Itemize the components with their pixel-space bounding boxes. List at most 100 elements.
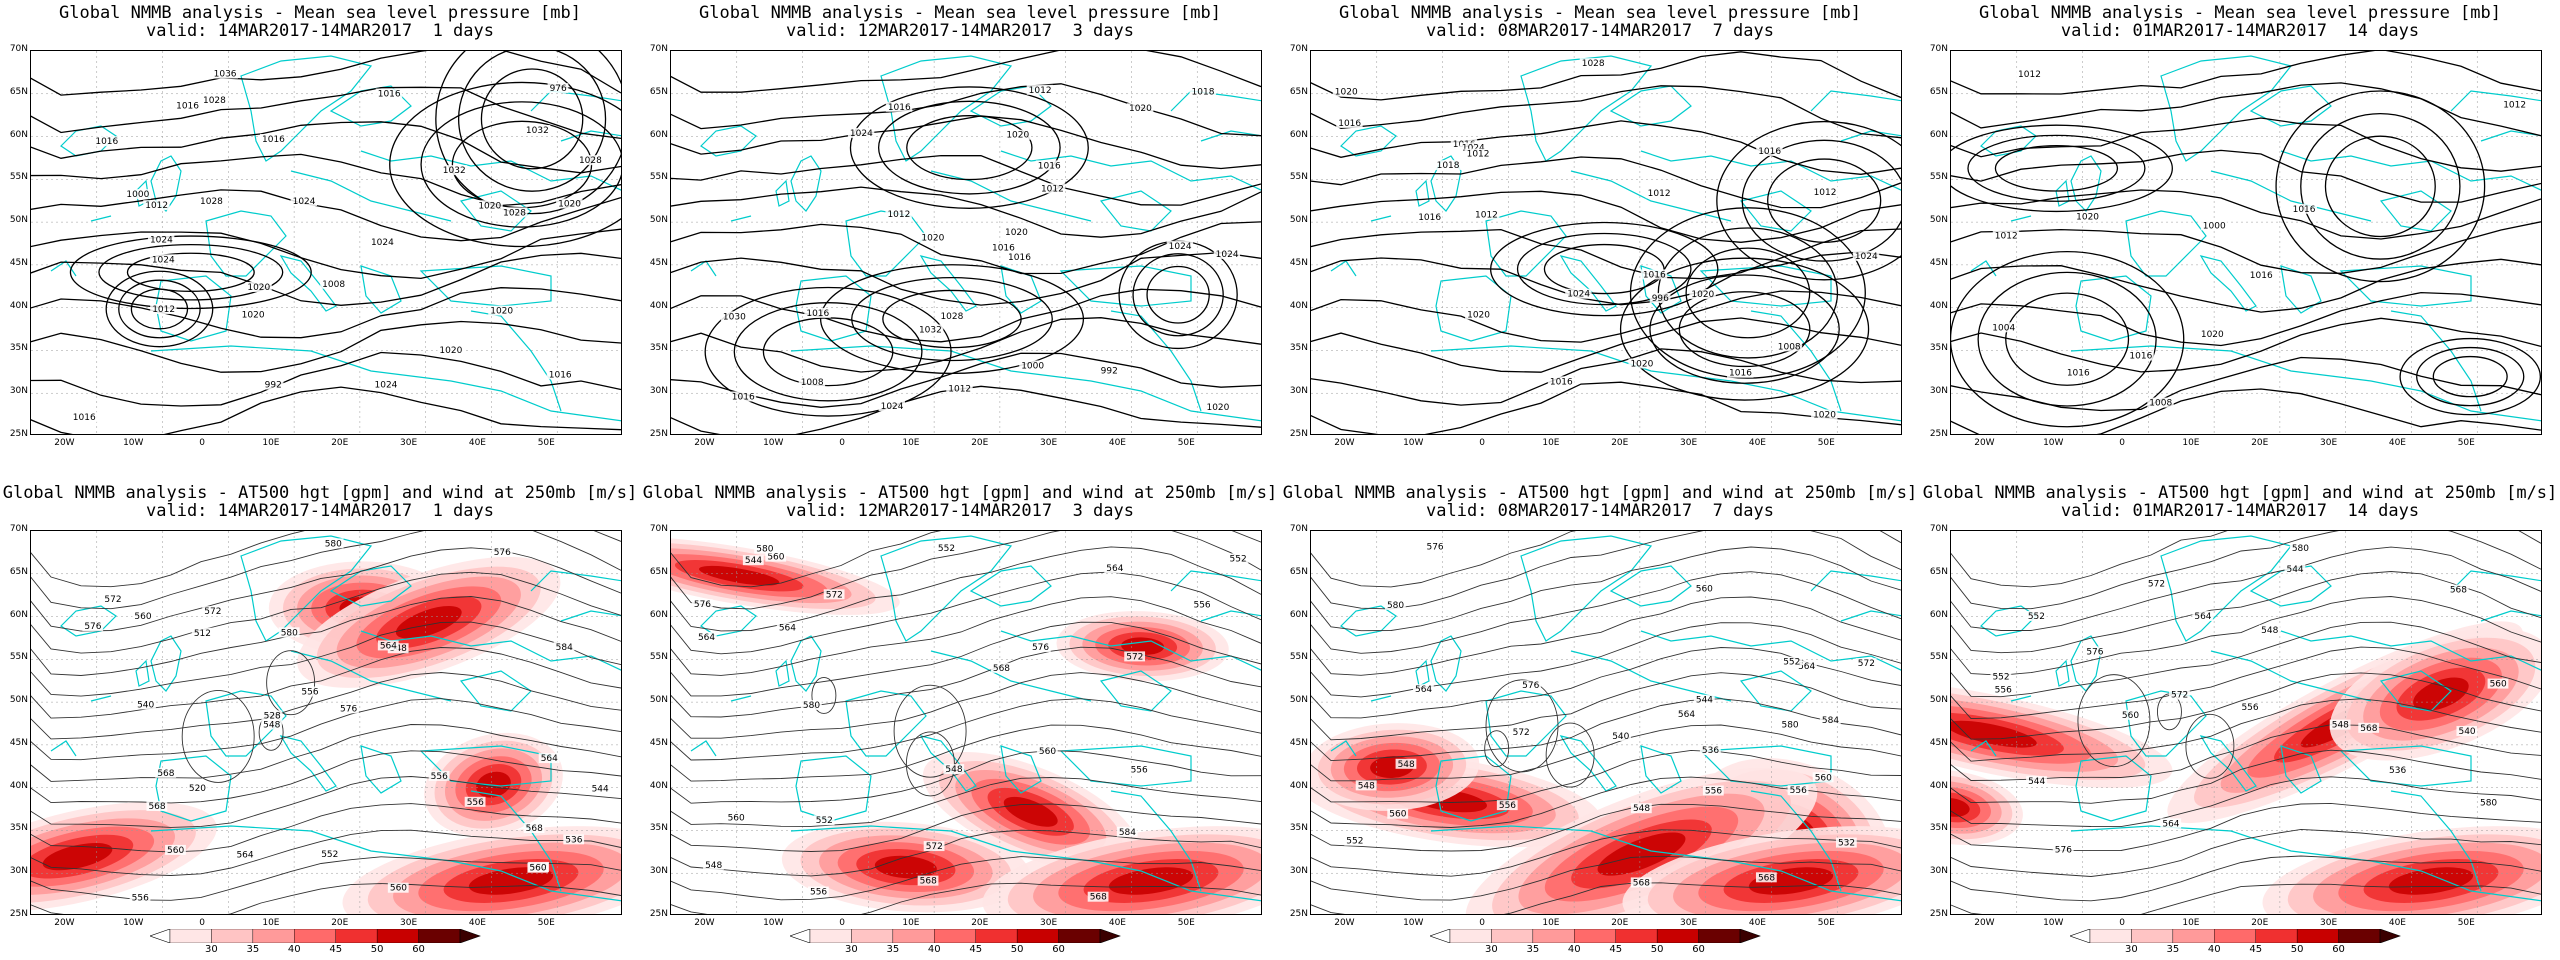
coastline xyxy=(205,690,287,757)
contour-label: 1000 xyxy=(2203,221,2226,231)
wind-speed-shading xyxy=(874,855,937,879)
contour-line xyxy=(671,672,1261,739)
latitude-tick: 25N xyxy=(1929,429,1948,439)
contour-line xyxy=(31,531,621,588)
contour-line xyxy=(2275,90,2486,283)
contour-label: 1028 xyxy=(579,156,602,166)
coastline xyxy=(1170,570,1261,592)
map-panel-2: Global NMMB analysis - Mean sea level pr… xyxy=(640,0,1280,480)
latitude-tick: 40N xyxy=(1289,300,1308,311)
longitude-tick: 50E xyxy=(537,918,555,928)
contour-line xyxy=(1311,855,1901,901)
panel-title: Global NMMB analysis - Mean sea level pr… xyxy=(699,3,1221,23)
contour-label: 572 xyxy=(1858,659,1875,669)
geopotential-map: 536 540 544 548 552 556 560 564 568 572 576 580 544 5… xyxy=(1950,530,2542,915)
contour-label: 544 xyxy=(2286,565,2303,575)
contour-line xyxy=(2324,135,2436,238)
longitude-tick: 20E xyxy=(2251,918,2269,928)
contour-line xyxy=(671,531,1261,610)
contour-label: 548 xyxy=(705,861,722,871)
contour-label: 548 xyxy=(2261,626,2278,636)
coastline xyxy=(1485,210,1567,277)
longitude-tick: 50E xyxy=(537,438,555,448)
wind-speed-shading xyxy=(1003,796,1058,827)
contour-label: 556 xyxy=(431,772,448,782)
contour-label: 552 xyxy=(938,544,955,554)
coastline xyxy=(1200,130,1261,142)
latitude-tick: 55N xyxy=(1289,172,1308,183)
contour-line xyxy=(31,287,621,339)
coastline xyxy=(2199,255,2257,312)
contour-label: 1012 xyxy=(1029,86,1052,96)
contour-label: 576 xyxy=(2055,845,2072,855)
contour-label: 1000 xyxy=(126,190,149,200)
contour-label: 556 xyxy=(467,798,484,808)
map-canvas: 1000 1004 1008 1012 1016 1012 1016 1020 1016 1012… xyxy=(1951,51,2541,434)
contour-label: 1020 xyxy=(1129,104,1152,114)
colorbar-swatch xyxy=(975,928,1018,944)
panel-valid-line: valid: 01MAR2017-14MAR2017 14 days xyxy=(2060,21,2420,41)
map-panel-8: Global NMMB analysis - AT500 hgt [gpm] a… xyxy=(1920,480,2560,960)
wind-colorbar xyxy=(1429,928,1770,947)
contour-line xyxy=(1951,51,2541,95)
contour-label: 540 xyxy=(1612,732,1629,742)
contour-line xyxy=(1132,253,1224,337)
contour-line xyxy=(1311,724,1901,782)
coastline xyxy=(2339,745,2472,787)
contour-line xyxy=(1311,51,1901,101)
coastline xyxy=(930,170,1092,222)
coastline xyxy=(560,130,621,142)
contour-label: 1024 xyxy=(1567,290,1590,300)
contour-label: 1020 xyxy=(247,283,270,293)
longitude-tick: 50E xyxy=(2457,438,2475,448)
coastline xyxy=(2450,570,2541,592)
coastline xyxy=(2125,210,2207,277)
coastline xyxy=(360,150,621,191)
contour-line xyxy=(1951,646,2541,720)
coastline xyxy=(1840,130,1901,142)
longitude-tick: 10W xyxy=(123,438,144,448)
map-panel-7: Global NMMB analysis - AT500 hgt [gpm] a… xyxy=(1280,480,1920,960)
colorbar-swatch xyxy=(892,928,935,944)
coastline xyxy=(419,745,552,787)
contour-label: 568 xyxy=(526,824,543,834)
contour-label: 564 xyxy=(698,633,715,643)
latitude-tick: 50N xyxy=(1929,215,1948,226)
contour-label: 536 xyxy=(565,835,582,845)
latitude-tick: 60N xyxy=(9,129,28,140)
latitude-tick: 70N xyxy=(649,524,668,534)
contour-line xyxy=(1311,317,1901,373)
contour-line xyxy=(1951,388,2541,434)
longitude-tick: 0 xyxy=(199,438,205,448)
coastline xyxy=(2480,610,2541,622)
contour-line xyxy=(31,724,621,782)
colorbar-tick: 60 xyxy=(1692,944,1705,955)
contour-label: 1030 xyxy=(723,312,746,322)
contour-label: 1012 xyxy=(1648,189,1671,199)
coastline xyxy=(1430,825,1901,902)
contour-label: 1020 xyxy=(1335,88,1358,98)
contour-label: 572 xyxy=(2148,579,2165,589)
coastline xyxy=(50,260,77,277)
contour-line xyxy=(31,571,621,654)
contour-label: 1018 xyxy=(1437,161,1460,171)
contour-label: 564 xyxy=(541,754,558,764)
contour-line xyxy=(1741,139,1901,262)
map-panel-1: Global NMMB analysis - Mean sea level pr… xyxy=(0,0,640,480)
contour-line xyxy=(1951,356,2541,412)
longitude-tick: 50E xyxy=(1817,918,1835,928)
contour-label: 1012 xyxy=(1995,231,2018,241)
latitude-tick: 35N xyxy=(9,343,28,354)
colorbar-tick: 35 xyxy=(886,944,900,955)
longitude-tick: 10W xyxy=(763,918,784,928)
colorbar-tick: 60 xyxy=(412,944,425,955)
latitude-tick: 55N xyxy=(9,652,28,663)
contour-line xyxy=(1311,647,1901,719)
map-panel-4: Global NMMB analysis - Mean sea level pr… xyxy=(1920,0,2560,480)
contour-line xyxy=(1545,722,1595,788)
longitude-tick: 10E xyxy=(262,438,280,448)
contour-line xyxy=(671,546,1261,632)
contour-line xyxy=(31,189,621,242)
contour-line xyxy=(1951,596,2541,676)
colorbar-swatch xyxy=(1449,928,1492,944)
